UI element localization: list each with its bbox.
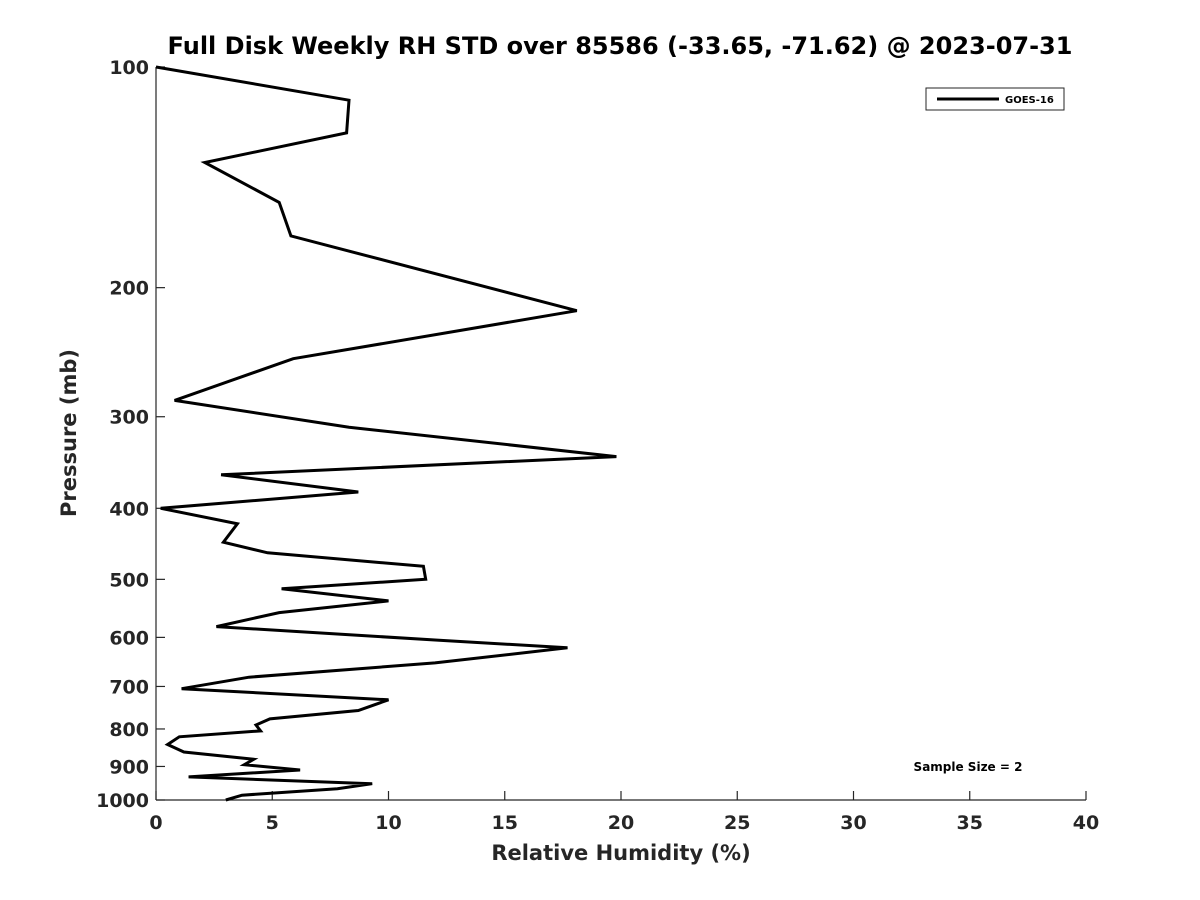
x-tick-label: 5 xyxy=(266,812,279,834)
legend: GOES-16 xyxy=(925,87,1065,111)
x-tick-label: 30 xyxy=(840,812,866,834)
y-tick-label: 100 xyxy=(109,57,149,79)
y-axis-label: Pressure (mb) xyxy=(57,349,81,517)
x-tick-label: 20 xyxy=(608,812,634,834)
y-tick-label: 300 xyxy=(109,407,149,429)
y-tick-label: 700 xyxy=(109,676,149,698)
series-group xyxy=(155,65,617,802)
x-tick-label: 0 xyxy=(149,812,162,834)
x-tick-label: 25 xyxy=(724,812,750,834)
y-tick-label: 200 xyxy=(109,278,149,300)
y-tick-label: 900 xyxy=(109,756,149,778)
x-ticks: 0 5 10 15 20 25 30 35 40 xyxy=(149,791,1099,834)
x-tick-label: 15 xyxy=(492,812,518,834)
x-tick-label: 40 xyxy=(1073,812,1099,834)
axes xyxy=(155,67,1086,801)
y-ticks: 100 200 300 400 500 600 700 800 900 1000 xyxy=(96,57,165,812)
legend-entry-goes-16: GOES-16 xyxy=(1005,95,1054,106)
x-tick-label: 10 xyxy=(375,812,401,834)
y-tick-label: 800 xyxy=(109,719,149,741)
series-line-goes-16 xyxy=(155,65,617,802)
sample-size-annotation: Sample Size = 2 xyxy=(914,760,1023,774)
y-tick-label: 500 xyxy=(109,569,149,591)
y-tick-label: 400 xyxy=(109,498,149,520)
y-tick-label: 600 xyxy=(109,627,149,649)
x-axis-label: Relative Humidity (%) xyxy=(491,841,750,865)
x-tick-label: 35 xyxy=(957,812,983,834)
y-tick-label: 1000 xyxy=(96,790,149,812)
chart-title: Full Disk Weekly RH STD over 85586 (-33.… xyxy=(168,32,1073,60)
